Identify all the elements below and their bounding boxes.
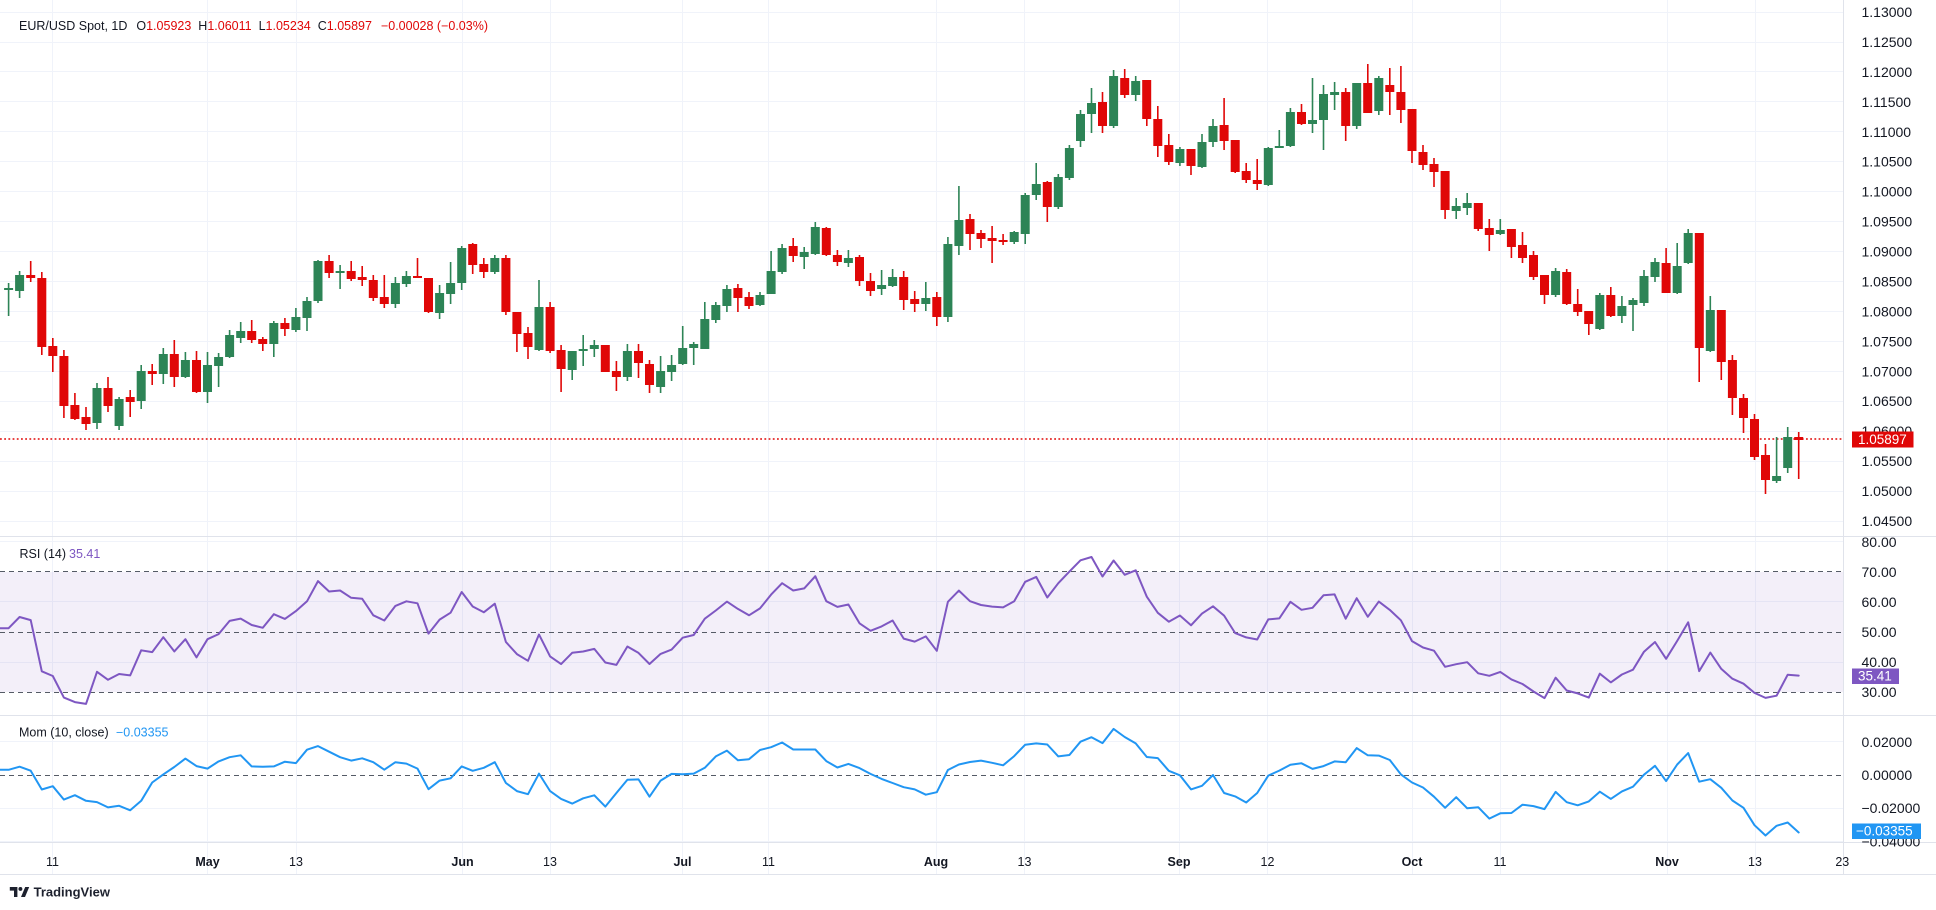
svg-text:11: 11: [46, 855, 59, 869]
svg-text:13: 13: [543, 855, 557, 869]
svg-text:11: 11: [1494, 855, 1507, 869]
svg-text:May: May: [195, 855, 219, 869]
svg-text:70.00: 70.00: [1862, 564, 1897, 580]
svg-text:13: 13: [289, 855, 303, 869]
svg-text:1.11000: 1.11000: [1862, 124, 1912, 140]
svg-text:1.13000: 1.13000: [1862, 4, 1913, 20]
svg-text:1.05897: 1.05897: [1858, 432, 1907, 447]
svg-text:1.10000: 1.10000: [1862, 184, 1913, 200]
svg-text:80.00: 80.00: [1862, 534, 1897, 550]
svg-text:1.06500: 1.06500: [1862, 393, 1913, 409]
svg-text:Mom (10, close): Mom (10, close): [19, 726, 109, 740]
svg-text:Jul: Jul: [673, 855, 691, 869]
svg-text:60.00: 60.00: [1862, 594, 1897, 610]
svg-text:−0.03355: −0.03355: [1856, 824, 1913, 839]
svg-text:Aug: Aug: [924, 855, 948, 869]
svg-text:RSI (14): RSI (14): [20, 547, 67, 561]
svg-text:1.09000: 1.09000: [1862, 244, 1913, 260]
svg-text:1.07500: 1.07500: [1862, 333, 1913, 349]
svg-text:30.00: 30.00: [1862, 684, 1897, 700]
svg-text:1.08000: 1.08000: [1862, 303, 1913, 319]
svg-text:35.41: 35.41: [69, 547, 100, 561]
svg-text:50.00: 50.00: [1862, 624, 1897, 640]
svg-text:Jun: Jun: [451, 855, 473, 869]
svg-text:1.07000: 1.07000: [1862, 363, 1913, 379]
svg-text:TradingView: TradingView: [34, 885, 111, 900]
svg-text:1.12500: 1.12500: [1862, 34, 1913, 50]
svg-text:40.00: 40.00: [1862, 654, 1897, 670]
svg-text:1.12000: 1.12000: [1862, 64, 1913, 80]
svg-text:1.04500: 1.04500: [1862, 513, 1913, 529]
svg-text:1.10500: 1.10500: [1862, 154, 1913, 170]
svg-text:Nov: Nov: [1655, 855, 1679, 869]
svg-text:35.41: 35.41: [1858, 669, 1892, 684]
svg-text:1.05500: 1.05500: [1862, 453, 1913, 469]
svg-text:11: 11: [762, 855, 775, 869]
svg-text:0.02000: 0.02000: [1862, 734, 1913, 750]
svg-text:−0.02000: −0.02000: [1862, 800, 1921, 816]
svg-text:1.05000: 1.05000: [1862, 483, 1913, 499]
svg-text:0.00000: 0.00000: [1862, 767, 1913, 783]
svg-text:23: 23: [1835, 855, 1849, 869]
svg-text:1.11500: 1.11500: [1862, 94, 1912, 110]
svg-text:1.09500: 1.09500: [1862, 214, 1913, 230]
svg-text:12: 12: [1261, 855, 1275, 869]
svg-text:Oct: Oct: [1402, 855, 1424, 869]
svg-text:13: 13: [1748, 855, 1762, 869]
svg-text:1.08500: 1.08500: [1862, 274, 1913, 290]
svg-text:13: 13: [1018, 855, 1032, 869]
svg-text:−0.03355: −0.03355: [116, 726, 169, 740]
svg-text:Sep: Sep: [1168, 855, 1191, 869]
